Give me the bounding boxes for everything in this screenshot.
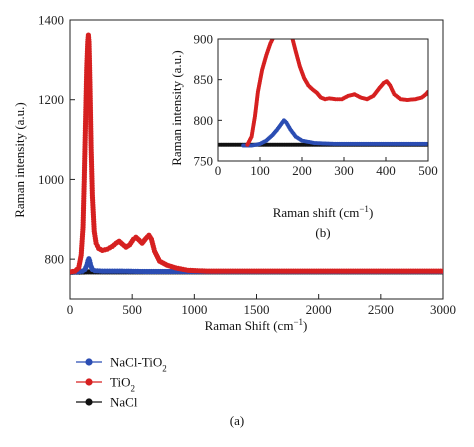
- main-y-tick-labels: 800 1000 1200 1400: [38, 13, 64, 267]
- inset-point-tio2: [276, 26, 280, 30]
- inset-x-tick-label-0: 0: [215, 163, 222, 178]
- inset-tick-marks: [217, 38, 429, 162]
- main-x-tick-labels: 0 500 1000 1500 2000 2500 3000: [67, 302, 456, 317]
- inset-point-tio2: [288, 30, 292, 34]
- inset-y-tick-labels: 750 800 850 900: [194, 32, 214, 169]
- legend-label: NaCl: [110, 395, 138, 410]
- inset-x-tick-label-500: 500: [418, 163, 438, 178]
- main-x-tick-label-0: 0: [67, 302, 74, 317]
- inset-point-tio2: [290, 33, 294, 37]
- main-y-tick-label-1200: 1200: [38, 92, 64, 107]
- inset-y-tick-label-850: 850: [194, 72, 214, 87]
- inset-x-axis-title: Raman shift (cm−1): [273, 204, 374, 220]
- inset-x-tick-labels: 0 100 200 300 400 500: [215, 163, 438, 178]
- legend-label: TiO2: [110, 375, 135, 394]
- inset-point-tio2: [284, 25, 288, 29]
- main-tick-marks: [69, 19, 444, 299]
- legend-label: NaCl-TiO2: [110, 355, 167, 374]
- inset-point-tio2: [275, 28, 279, 32]
- inset-panel-label: (b): [315, 225, 330, 240]
- inset-point-tio2: [282, 25, 286, 29]
- main-x-tick-label-500: 500: [122, 302, 142, 317]
- inset-point-tio2: [273, 33, 277, 37]
- inset-plot-frame: [217, 38, 429, 162]
- legend-item-nacl-tio2: NaCl-TiO2: [76, 355, 167, 374]
- main-x-tick-label-1500: 1500: [244, 302, 270, 317]
- inset-point-tio2: [274, 30, 278, 34]
- inset-point-tio2: [280, 25, 284, 29]
- main-x-axis-title: Raman Shift (cm−1): [205, 317, 308, 333]
- inset-point-tio2: [279, 25, 283, 29]
- legend-item-tio2: TiO2: [76, 375, 135, 394]
- main-y-axis-title: Raman intensity (a.u.): [12, 102, 27, 218]
- main-x-tick-label-2000: 2000: [306, 302, 332, 317]
- inset-point-tio2: [290, 35, 294, 39]
- inset-point-tio2: [272, 35, 276, 39]
- inset-x-tick-label-400: 400: [376, 163, 396, 178]
- main-series-group: [70, 32, 443, 275]
- inset-point-tio2: [289, 31, 293, 35]
- inset-point-tio2: [286, 26, 290, 30]
- main-series-tio: [70, 32, 443, 275]
- inset-y-axis-title: Raman intensity (a.u.): [169, 50, 184, 166]
- inset-point-tio2: [274, 31, 278, 35]
- inset-y-tick-label-800: 800: [194, 113, 214, 128]
- main-y-tick-label-1000: 1000: [38, 172, 64, 187]
- main-point-tio: [440, 268, 443, 274]
- inset-plot: 0 100 200 300 400 500 750 800 850 900 Raman shif…: [169, 25, 438, 241]
- main-x-tick-label-1000: 1000: [181, 302, 207, 317]
- inset-series-group: [218, 25, 428, 148]
- inset-series-tio2: [245, 25, 428, 147]
- legend-item-nacl: NaCl: [76, 395, 138, 410]
- main-x-tick-label-3000: 3000: [430, 302, 456, 317]
- inset-point-tio2: [271, 39, 275, 41]
- main-plot: 0 500 1000 1500 2000 2500 3000 800100012001400…: [12, 13, 456, 334]
- inset-point-tio2: [287, 28, 291, 32]
- inset-point-tio2: [277, 25, 281, 29]
- inset-x-tick-label-300: 300: [334, 163, 354, 178]
- legend-marker: [85, 398, 93, 406]
- figure-label: (a): [230, 413, 244, 428]
- main-y-tick-label-1400: 1400: [38, 13, 64, 28]
- inset-x-tick-label-100: 100: [250, 163, 270, 178]
- inset-y-tick-label-900: 900: [194, 32, 214, 47]
- legend-marker: [85, 378, 93, 386]
- inset-y-tick-label-750: 750: [194, 154, 214, 169]
- main-x-tick-label-2500: 2500: [368, 302, 394, 317]
- inset-series-nacl-tio2: [241, 118, 428, 148]
- main-y-tick-label-800: 800: [45, 252, 65, 267]
- inset-point-tio2: [285, 25, 289, 29]
- inset-x-tick-label-200: 200: [292, 163, 312, 178]
- legend-marker: [85, 358, 93, 366]
